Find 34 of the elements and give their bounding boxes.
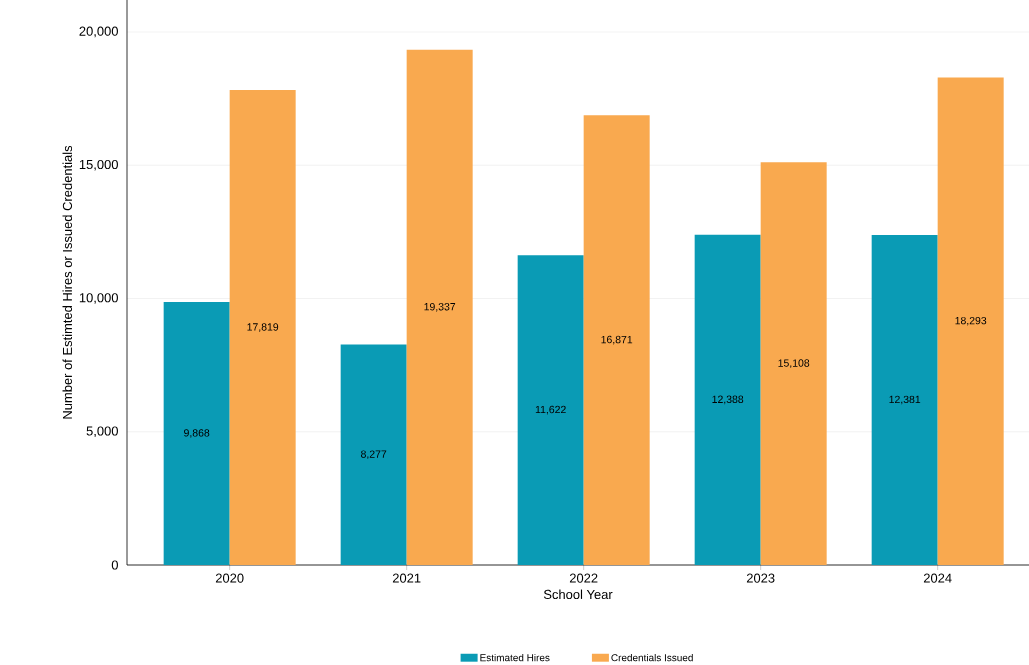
bar (340, 344, 407, 565)
y-tick-label: 0 (111, 560, 118, 570)
x-tick-label: 2021 (392, 573, 421, 583)
bar (694, 234, 761, 565)
x-tick-label: 2024 (923, 573, 952, 583)
bar (760, 162, 827, 565)
y-tick-label: 5,000 (86, 426, 118, 438)
bar (406, 49, 473, 565)
data-label: 18,293 (955, 316, 987, 326)
data-label: 12,381 (889, 395, 921, 405)
x-tick-label: 2023 (746, 573, 775, 583)
x-tick-label: 2020 (215, 573, 244, 583)
legend-label: Credentials Issued (611, 653, 693, 662)
bar (937, 77, 1004, 565)
data-label: 17,819 (247, 323, 279, 332)
data-label: 11,622 (535, 405, 566, 415)
y-tick-label: 20,000 (79, 26, 118, 38)
x-tick-label: 2022 (569, 573, 598, 583)
y-tick-label: 15,000 (79, 159, 118, 171)
bar (517, 255, 584, 565)
data-label: 8,277 (361, 450, 387, 460)
y-tick-label: 10,000 (79, 293, 118, 304)
data-label: 19,337 (424, 303, 456, 312)
bar (871, 235, 938, 565)
bar (163, 302, 230, 565)
bar (229, 90, 296, 565)
x-axis-title: School Year (543, 589, 613, 600)
bar (583, 115, 650, 565)
data-label: 16,871 (601, 335, 633, 345)
data-label: 12,388 (712, 395, 744, 405)
data-label: 9,868 (184, 429, 210, 438)
legend-label: Estimated Hires (480, 653, 550, 662)
y-axis-title: Number of Estimted Hires or Issued Credentials (62, 145, 73, 419)
data-label: 15,108 (778, 359, 810, 368)
